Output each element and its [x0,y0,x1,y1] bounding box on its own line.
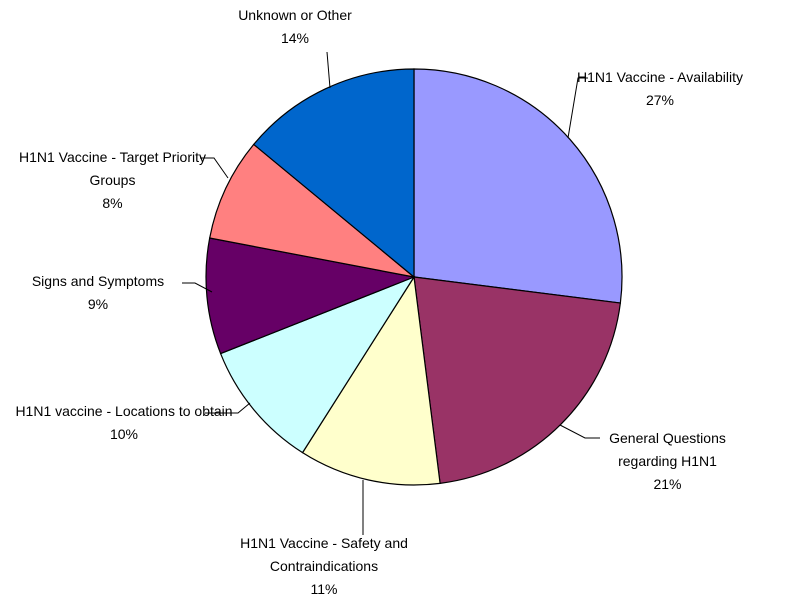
leader-line [182,282,213,293]
category-label: General Questions regarding H1N1 [609,430,726,469]
pie-slice [413,68,623,304]
pie-slice [219,275,416,454]
leader-line [200,157,229,179]
leader-line [559,424,600,439]
percent-label: 11% [310,581,338,597]
percent-label: 14% [280,30,310,46]
pie-slice [252,68,415,279]
slice-label: H1N1 vaccine - Locations to obtain 10% [14,400,234,446]
category-label: Unknown or Other [238,7,352,23]
category-label: H1N1 Vaccine - Availability [576,69,743,85]
percent-label: 9% [87,296,109,312]
slice-label: H1N1 Vaccine - Availability 27% [560,66,760,112]
leader-line [326,51,331,89]
percent-label: 10% [109,426,139,442]
slice-label: H1N1 Vaccine - Safety and Contraindicati… [214,532,434,597]
slice-label: H1N1 Vaccine - Target Priority Groups 8% [10,146,215,215]
pie-slice [301,275,441,486]
category-label: H1N1 Vaccine - Safety and Contraindicati… [240,535,408,574]
slice-label: General Questions regarding H1N1 21% [585,427,750,496]
category-label: H1N1 vaccine - Locations to obtain [15,403,233,419]
pie-slice [205,237,417,355]
percent-label: 21% [653,476,682,492]
pie-slice [208,143,415,278]
category-label: Signs and Symptoms [31,273,165,289]
category-label: H1N1 Vaccine - Target Priority Groups [19,149,206,188]
leader-line [567,77,588,139]
pie-slice [413,276,622,485]
leader-line [205,402,251,414]
slice-label: Signs and Symptoms 9% [0,270,196,316]
percent-label: 8% [102,195,123,211]
percent-label: 27% [645,92,675,108]
slice-label: Unknown or Other 14% [190,4,400,50]
